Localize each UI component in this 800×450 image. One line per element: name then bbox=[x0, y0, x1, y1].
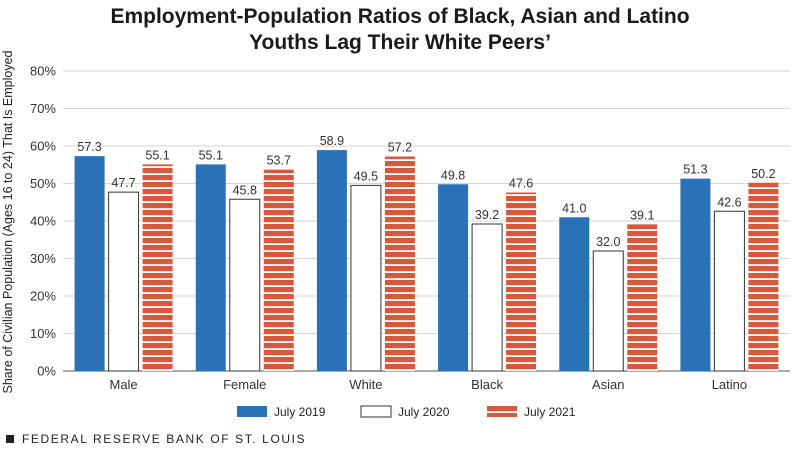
bar-july-2019-white bbox=[316, 150, 347, 371]
value-labels: 57.3 47.7 55.1 55.1 45.8 53.7 58.9 49.5 57.2 49.8… bbox=[77, 134, 775, 249]
y-tick-label: 70% bbox=[30, 101, 56, 116]
category-label-black: Black bbox=[471, 377, 503, 392]
y-tick-label: 20% bbox=[30, 289, 56, 304]
value-label: 32.0 bbox=[596, 235, 620, 249]
legend-label: July 2020 bbox=[398, 405, 450, 419]
bar-july-2019-female bbox=[195, 164, 226, 371]
bar-july-2021-asian bbox=[627, 224, 658, 371]
value-label: 53.7 bbox=[267, 154, 291, 168]
value-label: 45.8 bbox=[233, 183, 257, 197]
x-axis-categories: Male Female White Black Asian Latino bbox=[109, 377, 747, 392]
value-label: 57.3 bbox=[77, 140, 101, 154]
bar-july-2021-latino bbox=[748, 182, 779, 371]
y-axis-ticks: 0% 10% 20% 30% 40% 50% 60% 70% 80% bbox=[30, 64, 56, 379]
bar-july-2019-latino bbox=[680, 178, 711, 371]
bar-july-2020-female bbox=[229, 198, 261, 372]
bar-july-2021-white bbox=[384, 156, 415, 371]
value-label: 51.3 bbox=[683, 163, 707, 177]
chart-title: Employment-Population Ratios of Black, A… bbox=[0, 4, 800, 56]
legend-swatch-july-2021 bbox=[487, 406, 517, 417]
bar-july-2020-white bbox=[350, 184, 382, 372]
value-label: 42.6 bbox=[717, 195, 741, 209]
legend-label: July 2019 bbox=[274, 405, 326, 419]
legend-swatch-july-2020 bbox=[360, 405, 392, 418]
category-label-female: Female bbox=[223, 377, 266, 392]
value-label: 55.1 bbox=[145, 148, 169, 162]
value-label: 50.2 bbox=[751, 167, 775, 181]
y-tick-label: 60% bbox=[30, 139, 56, 154]
y-tick-label: 80% bbox=[30, 64, 56, 79]
bar-july-2020-male bbox=[108, 191, 140, 372]
y-tick-label: 50% bbox=[30, 176, 56, 191]
value-label: 49.5 bbox=[354, 169, 378, 183]
grid-lines bbox=[63, 70, 790, 372]
bar-july-2020-asian bbox=[592, 250, 624, 372]
value-label: 49.8 bbox=[441, 168, 465, 182]
value-label: 47.6 bbox=[509, 177, 533, 191]
chart-title-line-2: Youths Lag Their White Peers’ bbox=[249, 31, 551, 54]
footer-square-icon bbox=[6, 435, 14, 443]
bar-july-2020-black bbox=[471, 223, 503, 372]
value-label: 39.1 bbox=[630, 208, 654, 222]
bar-july-2021-black bbox=[506, 192, 537, 371]
value-label: 57.2 bbox=[388, 141, 412, 155]
value-label: 47.7 bbox=[111, 176, 135, 190]
bar-july-2021-female bbox=[263, 169, 294, 371]
category-label-asian: Asian bbox=[592, 377, 625, 392]
category-label-white: White bbox=[349, 377, 382, 392]
category-label-male: Male bbox=[109, 377, 137, 392]
footer-source: FEDERAL RESERVE BANK OF ST. LOUIS bbox=[22, 432, 307, 446]
y-tick-label: 0% bbox=[37, 364, 56, 379]
bar-july-2019-black bbox=[438, 184, 469, 371]
footer: FEDERAL RESERVE BANK OF ST. LOUIS bbox=[6, 432, 306, 446]
value-label: 41.0 bbox=[562, 201, 586, 215]
bar-july-2019-asian bbox=[559, 217, 590, 371]
y-tick-label: 40% bbox=[30, 214, 56, 229]
y-axis-label: Share of Civilian Population (Ages 16 to… bbox=[1, 50, 15, 393]
legend: July 2019 July 2020 July 2021 bbox=[237, 405, 576, 419]
bar-july-2019-male bbox=[74, 156, 105, 371]
y-tick-label: 10% bbox=[30, 326, 56, 341]
value-label: 39.2 bbox=[475, 208, 499, 222]
category-label-latino: Latino bbox=[712, 377, 747, 392]
value-label: 58.9 bbox=[320, 134, 344, 148]
bars bbox=[74, 150, 779, 372]
value-label: 55.1 bbox=[199, 148, 223, 162]
bar-july-2021-male bbox=[142, 164, 173, 371]
legend-swatch-july-2019 bbox=[237, 406, 267, 417]
y-tick-label: 30% bbox=[30, 251, 56, 266]
chart-title-line-1: Employment-Population Ratios of Black, A… bbox=[110, 5, 690, 28]
legend-label: July 2021 bbox=[524, 405, 576, 419]
bar-july-2020-latino bbox=[713, 210, 745, 372]
